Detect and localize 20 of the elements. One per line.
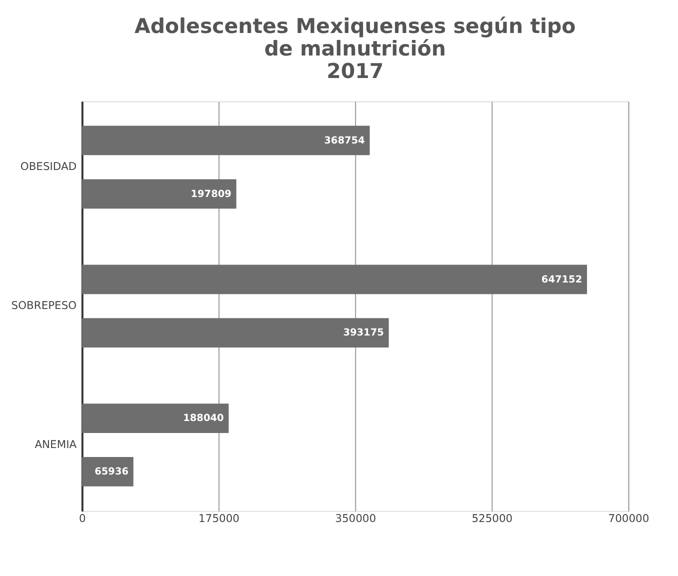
data-label: 647152 — [541, 274, 582, 286]
data-label: 65936 — [94, 466, 129, 478]
chart-title: Adolescentes Mexiquenses según tipo de malnutrición 2017 — [134, 14, 576, 83]
data-label: 197809 — [190, 188, 232, 200]
bar — [82, 126, 370, 156]
x-tick-label: 175000 — [198, 512, 240, 526]
data-label: 368754 — [324, 135, 366, 146]
x-tick-label: 525000 — [472, 512, 513, 526]
y-tick-label: ANEMIA — [34, 438, 78, 451]
bar — [82, 179, 236, 209]
data-label: 393175 — [343, 328, 384, 339]
x-tick-label: 350000 — [335, 512, 376, 526]
data-label: 188040 — [183, 413, 224, 424]
y-tick-label: SOBREPESO — [11, 299, 77, 312]
bar — [82, 318, 389, 348]
x-tick-label: 700000 — [608, 512, 650, 526]
bar — [82, 404, 229, 433]
x-tick-label: 0 — [79, 512, 86, 526]
y-tick-label: OBESIDAD — [20, 160, 77, 174]
bar — [82, 264, 588, 294]
